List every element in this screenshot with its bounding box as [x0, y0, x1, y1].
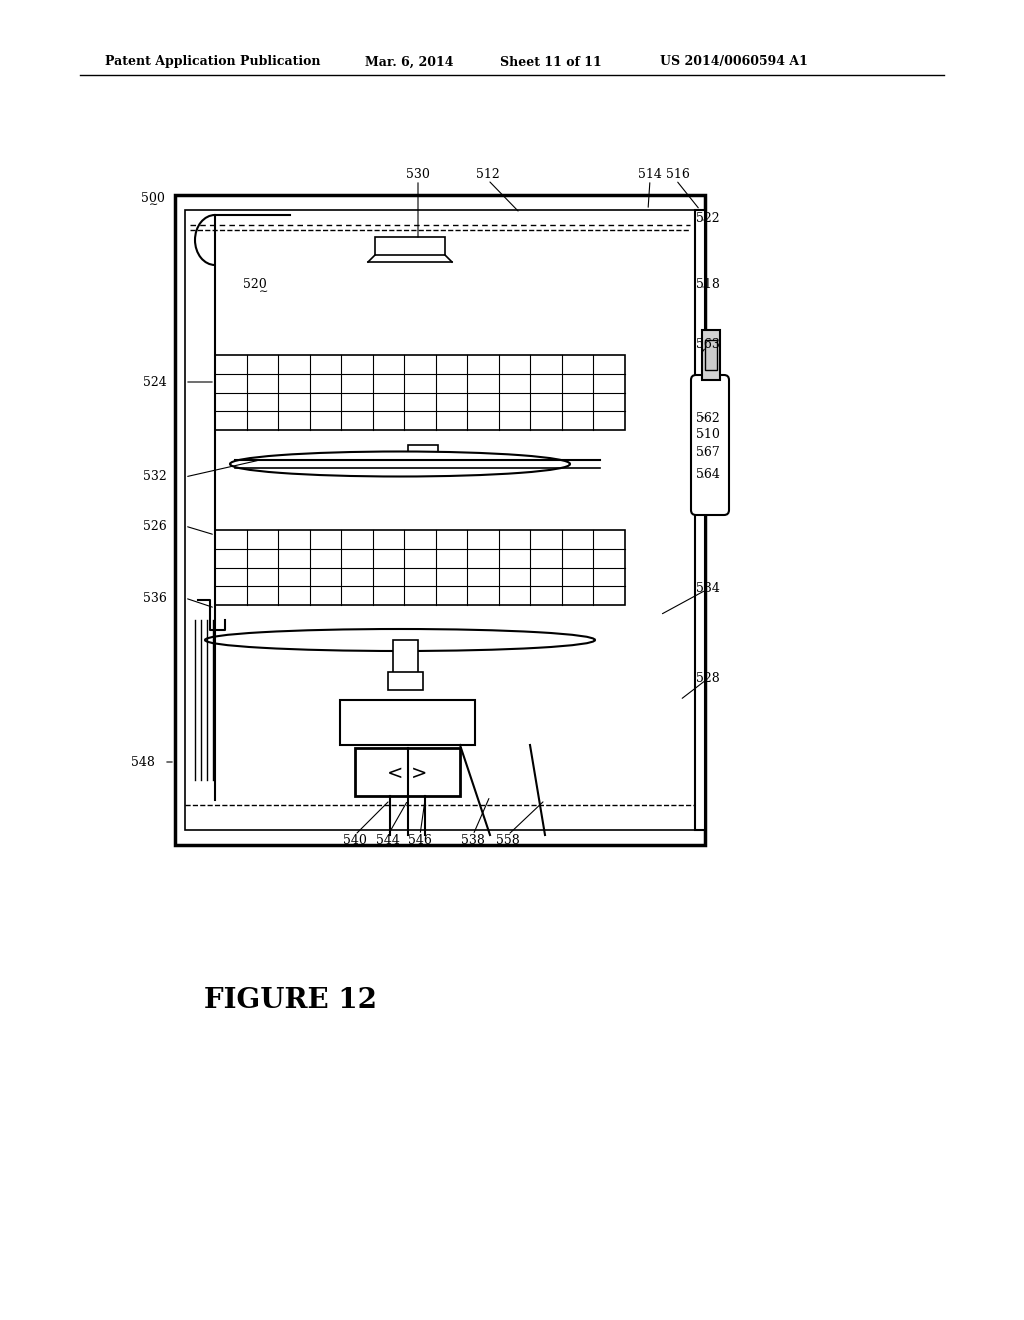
Text: 563: 563 — [696, 338, 720, 351]
Bar — [355, 748, 460, 796]
Text: Sheet 11 of 11: Sheet 11 of 11 — [500, 55, 602, 69]
Bar — [695, 210, 705, 830]
Bar — [408, 445, 438, 475]
Ellipse shape — [230, 451, 570, 477]
Text: ∼: ∼ — [258, 286, 267, 297]
Bar — [215, 355, 625, 430]
Text: 528: 528 — [696, 672, 720, 685]
Ellipse shape — [205, 630, 595, 651]
Bar — [340, 700, 475, 744]
Bar — [215, 531, 625, 605]
Text: 544: 544 — [376, 833, 400, 846]
Text: 546: 546 — [408, 833, 432, 846]
Text: 530: 530 — [407, 169, 430, 181]
Text: FIGURE 12: FIGURE 12 — [204, 986, 377, 1014]
Text: 510: 510 — [696, 429, 720, 441]
Text: 567: 567 — [696, 446, 720, 459]
Text: <: < — [387, 763, 403, 783]
Text: 548: 548 — [131, 755, 155, 768]
Bar — [388, 672, 423, 690]
Text: 526: 526 — [143, 520, 167, 532]
Text: Mar. 6, 2014: Mar. 6, 2014 — [365, 55, 454, 69]
Text: 522: 522 — [696, 211, 720, 224]
Text: 562: 562 — [696, 412, 720, 425]
Bar — [175, 195, 705, 845]
Text: 514: 514 — [638, 169, 662, 181]
Text: US 2014/0060594 A1: US 2014/0060594 A1 — [660, 55, 808, 69]
Text: 534: 534 — [696, 582, 720, 594]
Bar — [375, 238, 445, 255]
Bar — [705, 341, 717, 370]
Text: 532: 532 — [143, 470, 167, 483]
Text: 512: 512 — [476, 169, 500, 181]
Bar — [702, 330, 720, 380]
Text: 518: 518 — [696, 279, 720, 292]
Text: 524: 524 — [143, 375, 167, 388]
Text: 536: 536 — [143, 591, 167, 605]
Text: ∼: ∼ — [148, 201, 158, 210]
Text: >: > — [412, 763, 428, 783]
Text: 500: 500 — [141, 191, 165, 205]
Bar — [185, 210, 695, 830]
Text: 520: 520 — [243, 279, 267, 292]
Text: Patent Application Publication: Patent Application Publication — [105, 55, 321, 69]
FancyBboxPatch shape — [691, 375, 729, 515]
Text: 564: 564 — [696, 469, 720, 482]
Text: 516: 516 — [666, 169, 690, 181]
Text: 558: 558 — [496, 833, 520, 846]
Text: 538: 538 — [461, 833, 485, 846]
Text: 540: 540 — [343, 833, 367, 846]
Bar — [393, 640, 418, 675]
